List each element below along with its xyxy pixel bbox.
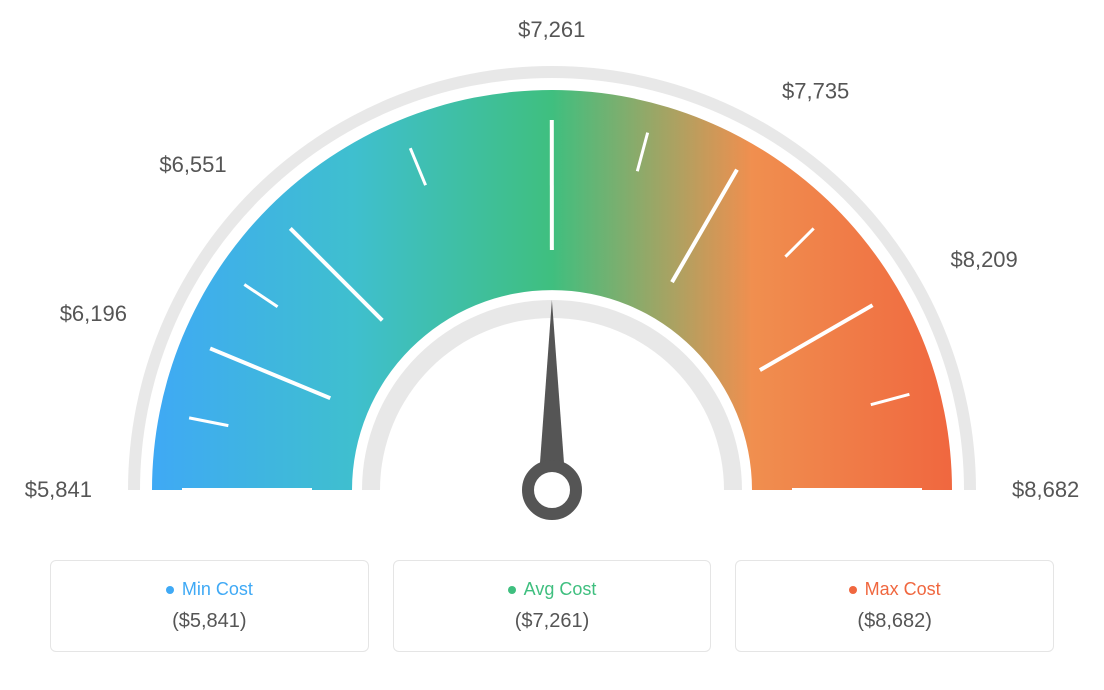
svg-text:$8,682: $8,682 <box>1012 477 1079 502</box>
min-cost-label: Min Cost <box>182 579 253 600</box>
max-cost-card: Max Cost ($8,682) <box>735 560 1054 652</box>
min-cost-value: ($5,841) <box>71 610 348 633</box>
cost-cards-row: Min Cost ($5,841) Avg Cost ($7,261) Max … <box>20 560 1084 652</box>
max-cost-label: Max Cost <box>865 579 941 600</box>
gauge-svg: $5,841 $6,196 $6,551 $7,261 $7,735 $8,209 $8,6… <box>20 20 1084 540</box>
svg-text:$6,551: $6,551 <box>159 152 226 177</box>
max-cost-title: Max Cost <box>849 579 941 600</box>
gauge-chart: $5,841 $6,196 $6,551 $7,261 $7,735 $8,209 $8,6… <box>20 20 1084 540</box>
min-cost-title: Min Cost <box>166 579 253 600</box>
svg-text:$6,196: $6,196 <box>60 301 127 326</box>
min-cost-dot <box>166 586 174 594</box>
min-cost-card: Min Cost ($5,841) <box>50 560 369 652</box>
avg-cost-card: Avg Cost ($7,261) <box>393 560 712 652</box>
svg-text:$7,261: $7,261 <box>518 20 585 42</box>
svg-text:$5,841: $5,841 <box>25 477 92 502</box>
svg-text:$8,209: $8,209 <box>950 247 1017 272</box>
max-cost-value: ($8,682) <box>756 610 1033 633</box>
svg-text:$7,735: $7,735 <box>782 79 849 104</box>
avg-cost-value: ($7,261) <box>414 610 691 633</box>
avg-cost-dot <box>508 586 516 594</box>
max-cost-dot <box>849 586 857 594</box>
avg-cost-title: Avg Cost <box>508 579 597 600</box>
avg-cost-label: Avg Cost <box>524 579 597 600</box>
